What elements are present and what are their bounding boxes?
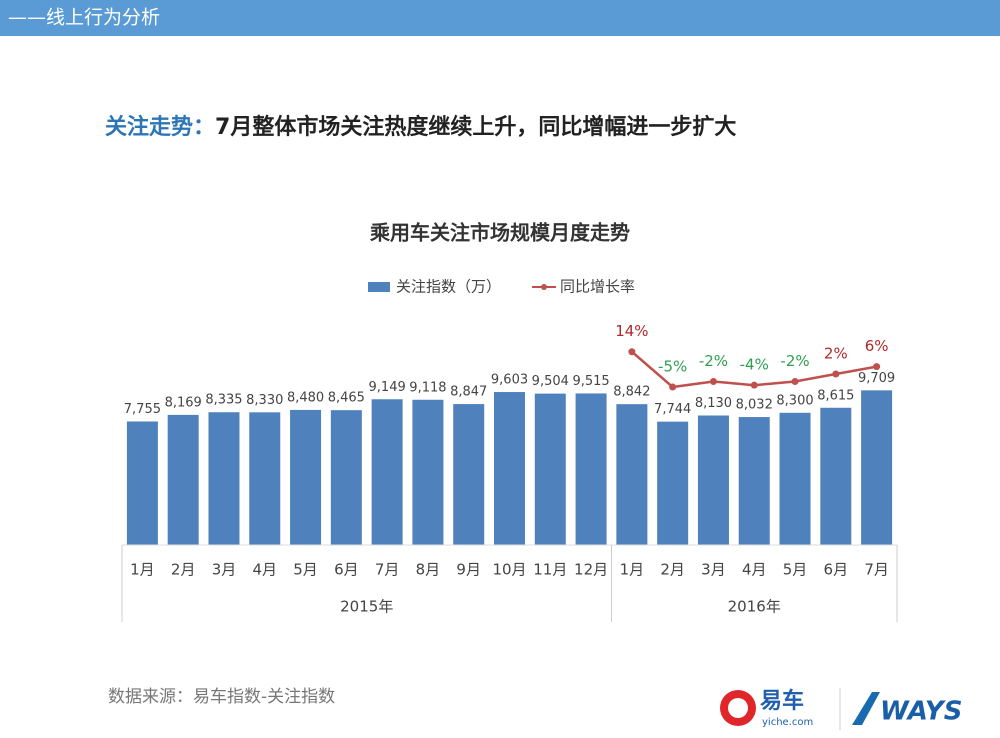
bar-value-label: 9,603: [491, 373, 528, 388]
logo-yiche-sub: yiche.com: [762, 717, 813, 728]
bar: [616, 404, 648, 545]
bar-value-label: 8,847: [450, 385, 487, 400]
x-tick-label: 8月: [416, 561, 441, 579]
line-value-label: 14%: [615, 322, 648, 340]
headline-topic: 关注走势：: [105, 114, 215, 140]
x-tick-label: 12月: [574, 561, 608, 579]
x-tick-label: 6月: [334, 561, 359, 579]
chart-title: 乘用车关注市场规模月度走势: [369, 221, 630, 245]
line-value-label: -4%: [740, 356, 769, 374]
bar: [779, 412, 811, 545]
line-marker: [709, 377, 717, 385]
bar-value-label: 9,504: [532, 374, 569, 389]
legend-label: 关注指数（万）: [396, 278, 501, 296]
logo-yiche: 易车: [760, 688, 804, 714]
bar: [371, 399, 403, 545]
bar-value-label: 9,515: [572, 374, 609, 389]
bar: [330, 410, 362, 545]
line-value-label: 6%: [865, 337, 889, 355]
x-tick-label: 1月: [130, 561, 155, 579]
bar: [575, 393, 607, 545]
bar: [738, 417, 770, 545]
bar-value-label: 8,330: [246, 393, 283, 408]
bar-value-label: 8,169: [165, 395, 202, 410]
bar: [861, 390, 893, 545]
bar: [534, 393, 566, 545]
line-marker: [750, 381, 758, 389]
line-marker: [791, 377, 799, 385]
headline-text: 7月整体市场关注热度继续上升，同比增幅进一步扩大: [215, 114, 736, 140]
x-tick-label: 7月: [864, 561, 889, 579]
bar: [494, 392, 525, 545]
bar: [167, 414, 199, 545]
line-marker: [832, 370, 840, 378]
x-tick-label: 3月: [212, 561, 237, 579]
bar-value-label: 8,130: [695, 396, 732, 411]
x-group-label: 2015年: [340, 598, 393, 616]
x-tick-label: 10月: [492, 561, 526, 579]
x-tick-label: 3月: [701, 561, 726, 579]
source: 数据来源：易车指数-关注指数: [108, 687, 335, 707]
line-value-label: -2%: [699, 352, 728, 370]
bar-value-label: 8,480: [287, 390, 324, 405]
x-tick-label: 4月: [252, 561, 277, 579]
line-marker: [628, 348, 636, 356]
x-tick-label: 9月: [456, 561, 481, 579]
bar: [290, 409, 322, 545]
bar-value-label: 8,300: [776, 393, 813, 408]
bar-value-label: 8,615: [817, 388, 854, 403]
chart: 关注指数（万） 同比增长率 7,755 8,169 8,335 8,330 8,480 8,4…: [121, 278, 898, 622]
line-marker: [669, 383, 677, 391]
x-tick-label: 5月: [293, 561, 318, 579]
x-tick-label: 6月: [824, 561, 849, 579]
x-tick-label: 1月: [620, 561, 645, 579]
line-value-label: -2%: [780, 352, 809, 370]
bar: [249, 412, 281, 545]
legend-marker: [541, 284, 547, 290]
bar: [208, 412, 240, 545]
bar-value-label: 9,149: [369, 380, 406, 395]
bar: [697, 415, 729, 545]
bar-value-label: 7,744: [654, 402, 691, 417]
line-marker: [873, 363, 881, 371]
bar: [820, 407, 852, 545]
x-tick-label: 4月: [742, 561, 767, 579]
bar: [412, 399, 444, 545]
bar-value-label: 9,118: [409, 380, 446, 395]
bar: [657, 421, 689, 545]
bar: [126, 421, 158, 545]
logo-ways-icon: [852, 692, 880, 725]
x-tick-label: 11月: [533, 561, 567, 579]
bar-value-label: 8,032: [736, 398, 773, 413]
bar-value-label: 7,755: [124, 402, 161, 417]
bar: [453, 404, 485, 545]
bar-value-label: 9,709: [858, 371, 895, 386]
section-title: ——线上行为分析: [8, 7, 160, 29]
x-tick-label: 2月: [660, 561, 685, 579]
bar-value-label: 8,465: [328, 391, 365, 406]
x-tick-label: 2月: [171, 561, 196, 579]
legend-label: 同比增长率: [560, 278, 635, 296]
x-group-label: 2016年: [728, 598, 781, 616]
bar-value-label: 8,335: [205, 393, 242, 408]
legend-swatch: [368, 282, 390, 292]
logo-ways: WAYS: [880, 697, 962, 727]
line-value-label: 2%: [824, 345, 848, 363]
header-bar: [0, 0, 1000, 36]
line-value-label: -5%: [658, 358, 687, 376]
logo-icon-inner: [728, 698, 748, 718]
bar-value-label: 8,842: [613, 385, 650, 400]
headline: 关注走势：7月整体市场关注热度继续上升，同比增幅进一步扩大: [105, 114, 736, 140]
x-tick-label: 7月: [375, 561, 400, 579]
x-tick-label: 5月: [783, 561, 808, 579]
